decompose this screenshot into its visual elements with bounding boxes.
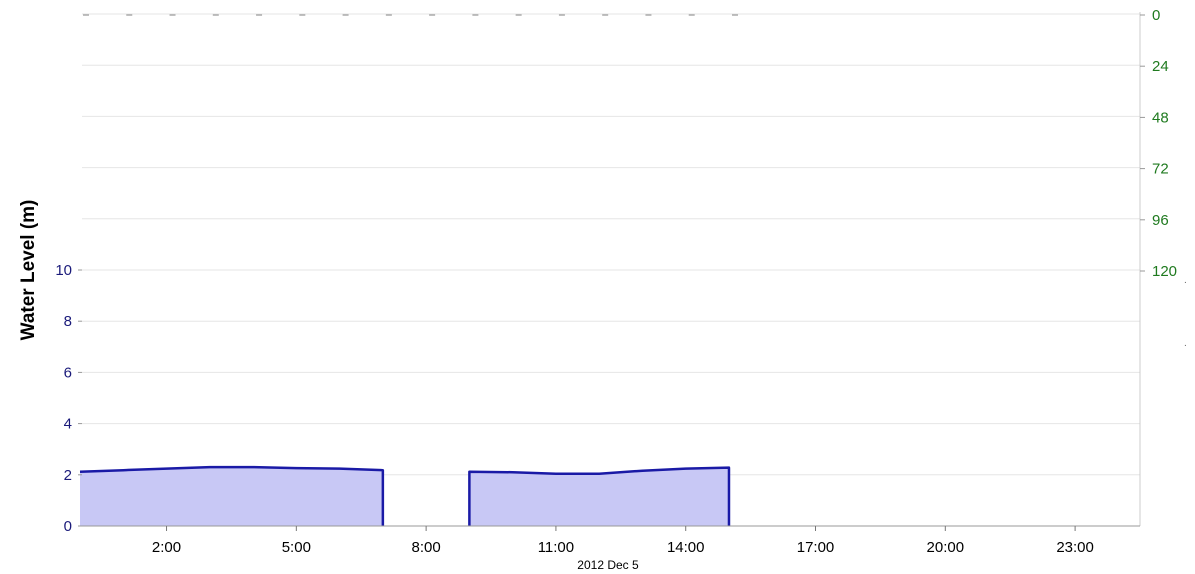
left-tick-label: 4	[64, 416, 72, 433]
area-fill-segment-1	[80, 467, 383, 526]
left-tick-label: 2	[64, 467, 72, 484]
left-axis-ticks: 0 2 4 6 8 10	[55, 262, 82, 535]
x-axis-ticks: 2:00 5:00 8:00 11:00 14:00 17:00 20:00 23:00	[152, 526, 1094, 556]
water-level-series	[79, 465, 731, 526]
right-tick-label: 0	[1152, 7, 1160, 24]
left-tick-label: 6	[64, 364, 72, 381]
x-axis-date-label: 2012 Dec 5	[577, 558, 639, 572]
series-line-segment-2	[468, 466, 731, 526]
right-tick-label: 48	[1152, 109, 1169, 126]
x-tick-label: 14:00	[667, 539, 705, 556]
right-tick-label: 24	[1152, 58, 1169, 75]
x-tick-label: 8:00	[412, 539, 441, 556]
left-tick-label: 0	[64, 518, 72, 535]
right-edge-dot: .	[1184, 275, 1187, 286]
y-axis-title: Water Level (m)	[18, 200, 39, 341]
right-tick-label: 72	[1152, 161, 1169, 178]
x-tick-label: 23:00	[1056, 539, 1094, 556]
grid-lines	[82, 13, 1140, 527]
x-tick-label: 20:00	[927, 539, 965, 556]
x-tick-label: 5:00	[282, 539, 311, 556]
right-edge-dot: .	[1184, 338, 1187, 349]
series-line-segment-1	[79, 465, 385, 526]
x-tick-label: 17:00	[797, 539, 835, 556]
right-tick-label: 120	[1152, 263, 1177, 280]
right-tick-label: 96	[1152, 212, 1169, 229]
x-tick-label: 11:00	[538, 539, 574, 556]
right-axis-ticks: 0 24 48 72 96 120	[1140, 7, 1177, 280]
axes	[82, 12, 1141, 527]
area-fill-segment-2	[469, 467, 729, 526]
x-tick-label: 2:00	[152, 539, 181, 556]
left-tick-label: 10	[55, 262, 72, 279]
left-tick-label: 8	[64, 313, 72, 330]
